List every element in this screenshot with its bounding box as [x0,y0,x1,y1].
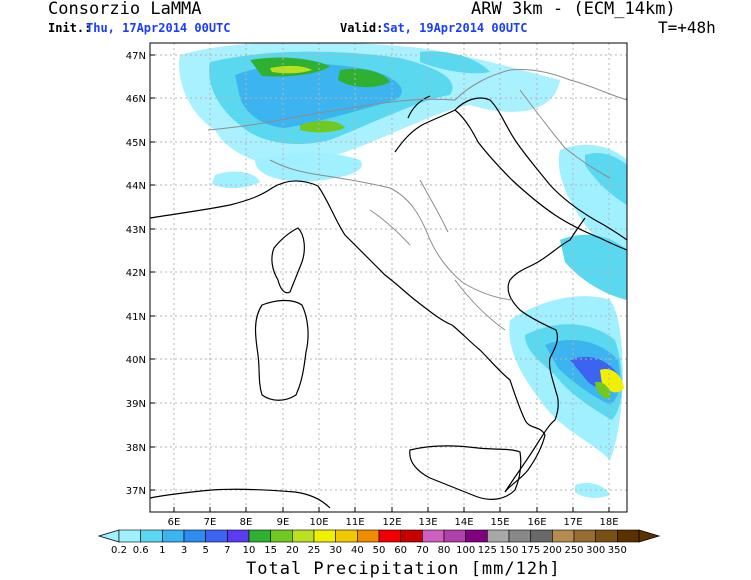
colorbar-swatch [140,529,163,543]
init-label: Init.: [48,21,92,35]
colorbar-label: 300 [586,545,605,556]
colorbar-label: 80 [438,545,451,556]
colorbar-swatch [487,529,510,543]
lon-label: 12E [382,517,401,528]
colorbar-swatch [617,529,640,543]
lon-label: 16E [527,517,546,528]
colorbar-label: 0.2 [111,545,127,556]
colorbar-swatch [292,529,315,543]
colorbar-swatch [205,529,228,543]
colorbar-label: 125 [478,545,497,556]
colorbar-label: 10 [243,545,256,556]
colorbar-swatch [552,529,575,543]
colorbar-swatch [530,529,553,543]
colorbar-label: 60 [394,545,407,556]
colorbar-label: 100 [456,545,475,556]
lon-label: 6E [168,517,181,528]
colorbar-label: 25 [308,545,321,556]
colorbar-swatch [335,529,358,543]
colorbar-label: 3 [181,545,187,556]
lon-label: 9E [277,517,290,528]
colorbar-swatch [378,529,401,543]
colorbar-swatch [357,529,380,543]
colorbar-swatch [118,529,141,543]
lon-label: 13E [418,517,437,528]
org-title: Consorzio LaMMA [48,0,202,19]
coastlines [150,69,627,509]
colorbar-swatch [573,529,596,543]
lon-label: 10E [309,517,328,528]
longitude-labels: 6E 7E 8E 9E 10E 11E 12E 13E 14E 15E 16E … [168,517,619,528]
model-title: ARW 3km - (ECM_14km) [471,0,676,19]
colorbar-label: 20 [286,545,299,556]
colorbar-arrow-high [638,529,661,543]
colorbar-swatch [248,529,271,543]
colorbar-arrow-low [97,529,120,543]
colorbar-swatch [270,529,293,543]
colorbar-label: 0.6 [133,545,149,556]
lon-label: 11E [345,517,364,528]
colorbar-label: 7 [224,545,230,556]
colorbar-swatch [595,529,618,543]
lat-label: 44N [126,181,146,192]
lat-label: 38N [126,443,146,454]
lon-label: 17E [563,517,582,528]
lon-label: 8E [240,517,253,528]
colorbar-swatch [227,529,250,543]
colorbar-title: Total Precipitation [mm/12h] [246,559,561,579]
lat-label: 40N [126,355,146,366]
colorbar-label: 70 [416,545,429,556]
colorbar-label: 50 [373,545,386,556]
colorbar-label: 5 [202,545,208,556]
lat-label: 46N [126,94,146,105]
colorbar-swatch [313,529,336,543]
lon-label: 18E [599,517,618,528]
lon-label: 7E [204,517,217,528]
lon-label: 15E [490,517,509,528]
colorbar-swatch [422,529,445,543]
colorbar-label: 200 [543,545,562,556]
lat-label: 43N [126,225,146,236]
colorbar-label: 40 [351,545,364,556]
colorbar: 0.2 0.6 1 3 5 7 10 15 20 25 30 40 50 60 70 80 100 125 150 1… [97,529,661,556]
lat-label: 39N [126,399,146,410]
axis-ticks [150,54,610,512]
lat-label: 37N [126,486,146,497]
colorbar-swatch [400,529,423,543]
lead-time: T=+48h [658,18,716,37]
colorbar-swatch [183,529,206,543]
colorbar-label: 150 [499,545,518,556]
lat-label: 45N [126,138,146,149]
colorbar-label: 30 [329,545,342,556]
lat-label: 47N [126,51,146,62]
lat-label: 41N [126,312,146,323]
init-value: Thu, 17Apr2014 00UTC [86,21,231,35]
colorbar-label: 1 [159,545,165,556]
valid-label: Valid: [340,21,384,35]
colorbar-swatch [465,529,488,543]
lon-label: 14E [454,517,473,528]
colorbar-swatch [162,529,185,543]
colorbar-label: 350 [608,545,627,556]
colorbar-label: 175 [521,545,540,556]
map-frame [149,42,628,513]
graticule [150,43,627,512]
colorbar-swatch [443,529,466,543]
lat-label: 42N [126,268,146,279]
colorbar-label: 15 [264,545,277,556]
colorbar-swatch [508,529,531,543]
latitude-labels: 47N 46N 45N 44N 43N 42N 41N 40N 39N 38N … [126,51,146,497]
colorbar-label: 250 [564,545,583,556]
valid-value: Sat, 19Apr2014 00UTC [383,21,528,35]
